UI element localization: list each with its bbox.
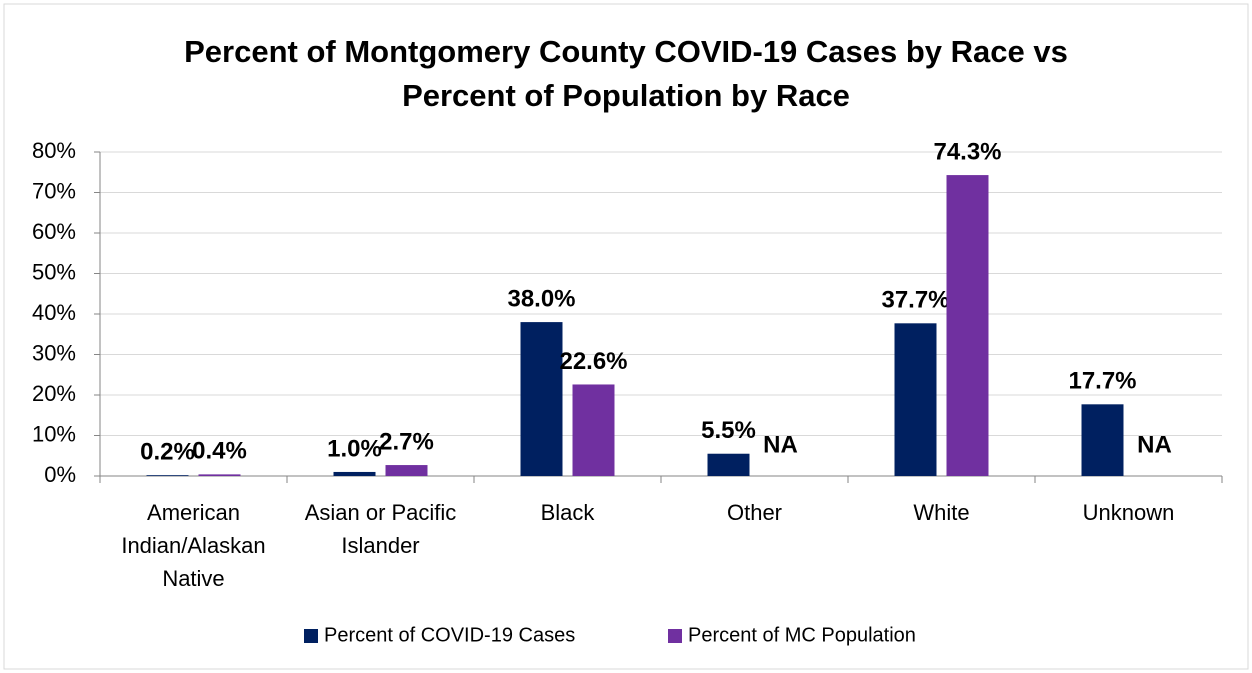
y-tick-label: 70% [32,178,76,203]
bar [894,323,937,476]
data-label: 0.2% [140,439,195,466]
bar [198,474,241,476]
x-tick-label: Other [726,500,783,525]
y-tick-label: 60% [32,219,76,244]
data-label: 74.3% [933,138,1001,165]
bar [146,475,189,476]
chart-border [3,3,1249,670]
legend-label: Percent of COVID-19 Cases [324,624,575,646]
legend-label: Percent of MC Population [688,624,916,646]
x-tick-label: Asian or Pacific Islander [304,500,457,558]
data-label: NA [1137,431,1172,458]
x-tick-label: Unknown [1082,500,1175,525]
x-tick-label: American Indian/Alaskan Native [121,500,266,591]
data-label: 22.6% [559,348,627,375]
data-label: 0.4% [192,438,247,465]
legend-swatch [304,629,318,643]
data-label: 37.7% [881,287,949,314]
bar [333,471,376,476]
data-label: 2.7% [379,428,434,455]
y-tick-label: 50% [32,259,76,284]
data-label: 38.0% [507,285,575,312]
x-tick-label: Black [540,500,595,525]
bar [946,175,989,476]
legend-swatch [668,629,682,643]
data-label: 1.0% [327,435,382,462]
data-label: 5.5% [701,417,756,444]
bar [385,465,428,476]
chart-title: Percent of Montgomery County COVID-19 Ca… [184,34,1068,113]
y-tick-label: 30% [32,340,76,365]
data-label: 17.7% [1068,368,1136,395]
bar [572,384,615,476]
bar [520,322,563,476]
x-tick-label: White [913,500,970,525]
y-tick-label: 10% [32,421,76,446]
y-tick-label: 20% [32,381,76,406]
bar [1081,404,1124,476]
y-tick-label: 80% [32,138,76,163]
y-tick-label: 0% [44,462,76,487]
bar [707,453,750,476]
y-tick-label: 40% [32,300,76,325]
data-label: NA [763,431,798,458]
